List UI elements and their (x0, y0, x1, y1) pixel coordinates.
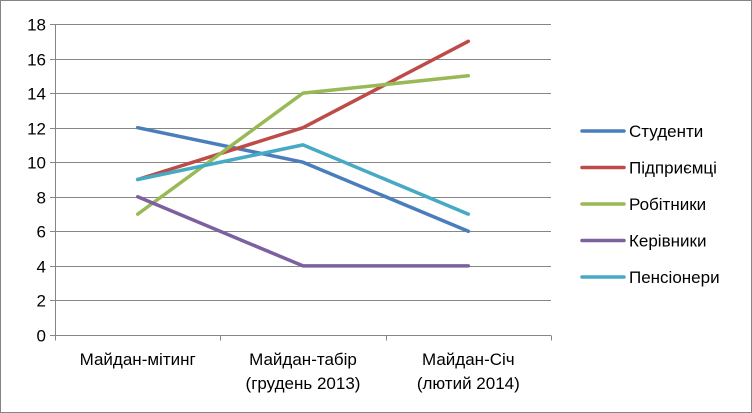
series-lines (135, 39, 471, 268)
series-line-1 (135, 125, 471, 234)
legend-label: Робітники (629, 195, 706, 214)
axes (50, 24, 552, 341)
y-tick-label: 4 (37, 258, 46, 277)
legend-label: Підприємці (629, 159, 717, 178)
y-tick-label: 8 (37, 189, 46, 208)
x-tick-label: (грудень 2013) (246, 374, 361, 393)
y-tick-label: 14 (27, 85, 46, 104)
x-tick-label: (лютий 2014) (417, 374, 520, 393)
x-tick-label: Майдан-Січ (422, 350, 515, 369)
series-line-3 (135, 74, 471, 216)
series-line-4 (135, 195, 471, 268)
legend-label: Студенти (629, 122, 703, 141)
y-tick-labels: 0 2 4 6 8 10 12 14 16 18 (27, 16, 46, 346)
legend: Студенти Підприємці Робітники Керівники Пенс… (580, 122, 720, 287)
series-line-5 (135, 143, 471, 216)
y-tick-label: 10 (27, 154, 46, 173)
legend-label: Керівники (629, 232, 706, 251)
x-tick-labels: Майдан-мітинг Майдан-табір (грудень 2013) М… (80, 350, 520, 393)
x-tick-label: Майдан-табір (249, 350, 357, 369)
y-tick-label: 16 (27, 51, 46, 70)
y-tick-label: 12 (27, 120, 46, 139)
y-tick-label: 18 (27, 16, 46, 35)
y-tick-label: 6 (37, 223, 46, 242)
x-tick-label: Майдан-мітинг (80, 350, 196, 369)
legend-label: Пенсіонери (629, 268, 720, 287)
y-tick-label: 0 (37, 327, 46, 346)
series-line-2 (135, 39, 471, 182)
y-tick-label: 2 (37, 292, 46, 311)
